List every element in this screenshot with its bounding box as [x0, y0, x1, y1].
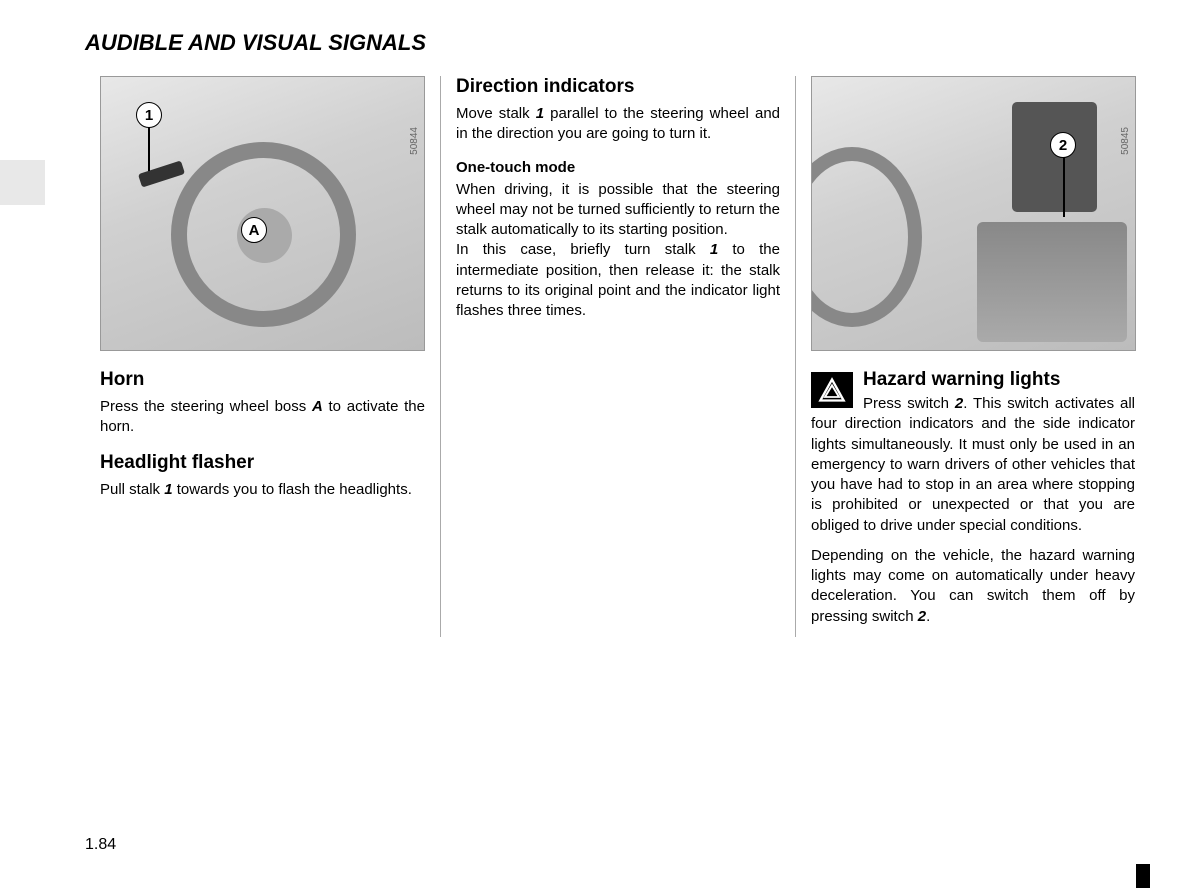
callout-reference-a: A [312, 398, 323, 415]
one-touch-p1: When driving, it is possible that the st… [456, 180, 780, 241]
text-fragment: . This switch activates all four directi… [811, 395, 1135, 534]
callout-reference-1: 1 [710, 241, 718, 258]
text-fragment: Press switch [863, 395, 955, 412]
direction-indicators-text: Move stalk 1 parallel to the steering wh… [456, 104, 780, 145]
text-fragment: . [926, 608, 930, 625]
flasher-text: Pull stalk 1 towards you to flash the he… [100, 480, 425, 500]
flasher-heading: Headlight flasher [100, 452, 425, 474]
horn-heading: Horn [100, 369, 425, 391]
hazard-p1: Press switch 2. This switch activates al… [811, 394, 1135, 536]
one-touch-p2: In this case, briefly turn stalk 1 to th… [456, 240, 780, 321]
callout-reference-1: 1 [536, 105, 544, 122]
figure-id-1: 50844 [409, 127, 420, 155]
callout-reference-2: 2 [955, 395, 963, 412]
figure-dashboard: 2 50845 [811, 76, 1136, 351]
page-title: AUDIBLE AND VISUAL SIGNALS [85, 30, 1150, 56]
direction-indicators-heading: Direction indicators [456, 76, 780, 98]
callout-label-2: 2 [1050, 132, 1076, 158]
hazard-p2: Depending on the vehicle, the hazard war… [811, 546, 1135, 627]
manual-page: AUDIBLE AND VISUAL SIGNALS 1 A 50844 Hor… [0, 0, 1200, 888]
text-fragment: Move stalk [456, 105, 536, 122]
crop-mark-icon [1136, 864, 1150, 888]
callout-reference-1: 1 [164, 481, 172, 498]
horn-text: Press the steering wheel boss A to activ… [100, 397, 425, 438]
text-fragment: In this case, briefly turn stalk [456, 241, 710, 258]
column-3: 2 50845 Hazard warning lights Press swit… [795, 76, 1150, 637]
page-number: 1.84 [85, 836, 116, 854]
column-2: Direction indicators Move stalk 1 parall… [440, 76, 795, 637]
callout-reference-2: 2 [918, 608, 926, 625]
text-fragment: Press the steering wheel boss [100, 398, 312, 415]
text-fragment: towards you to flash the headlights. [173, 481, 412, 498]
callout-label-1: 1 [136, 102, 162, 128]
text-fragment: Pull stalk [100, 481, 164, 498]
column-1: 1 A 50844 Horn Press the steering wheel … [85, 76, 440, 637]
callout-label-a: A [241, 217, 267, 243]
three-column-layout: 1 A 50844 Horn Press the steering wheel … [85, 76, 1150, 637]
figure-id-2: 50845 [1120, 127, 1131, 155]
figure-steering-wheel: 1 A 50844 [100, 76, 425, 351]
hazard-heading: Hazard warning lights [863, 369, 1135, 391]
text-fragment: Depending on the vehicle, the hazard war… [811, 547, 1135, 625]
one-touch-heading: One-touch mode [456, 159, 780, 176]
